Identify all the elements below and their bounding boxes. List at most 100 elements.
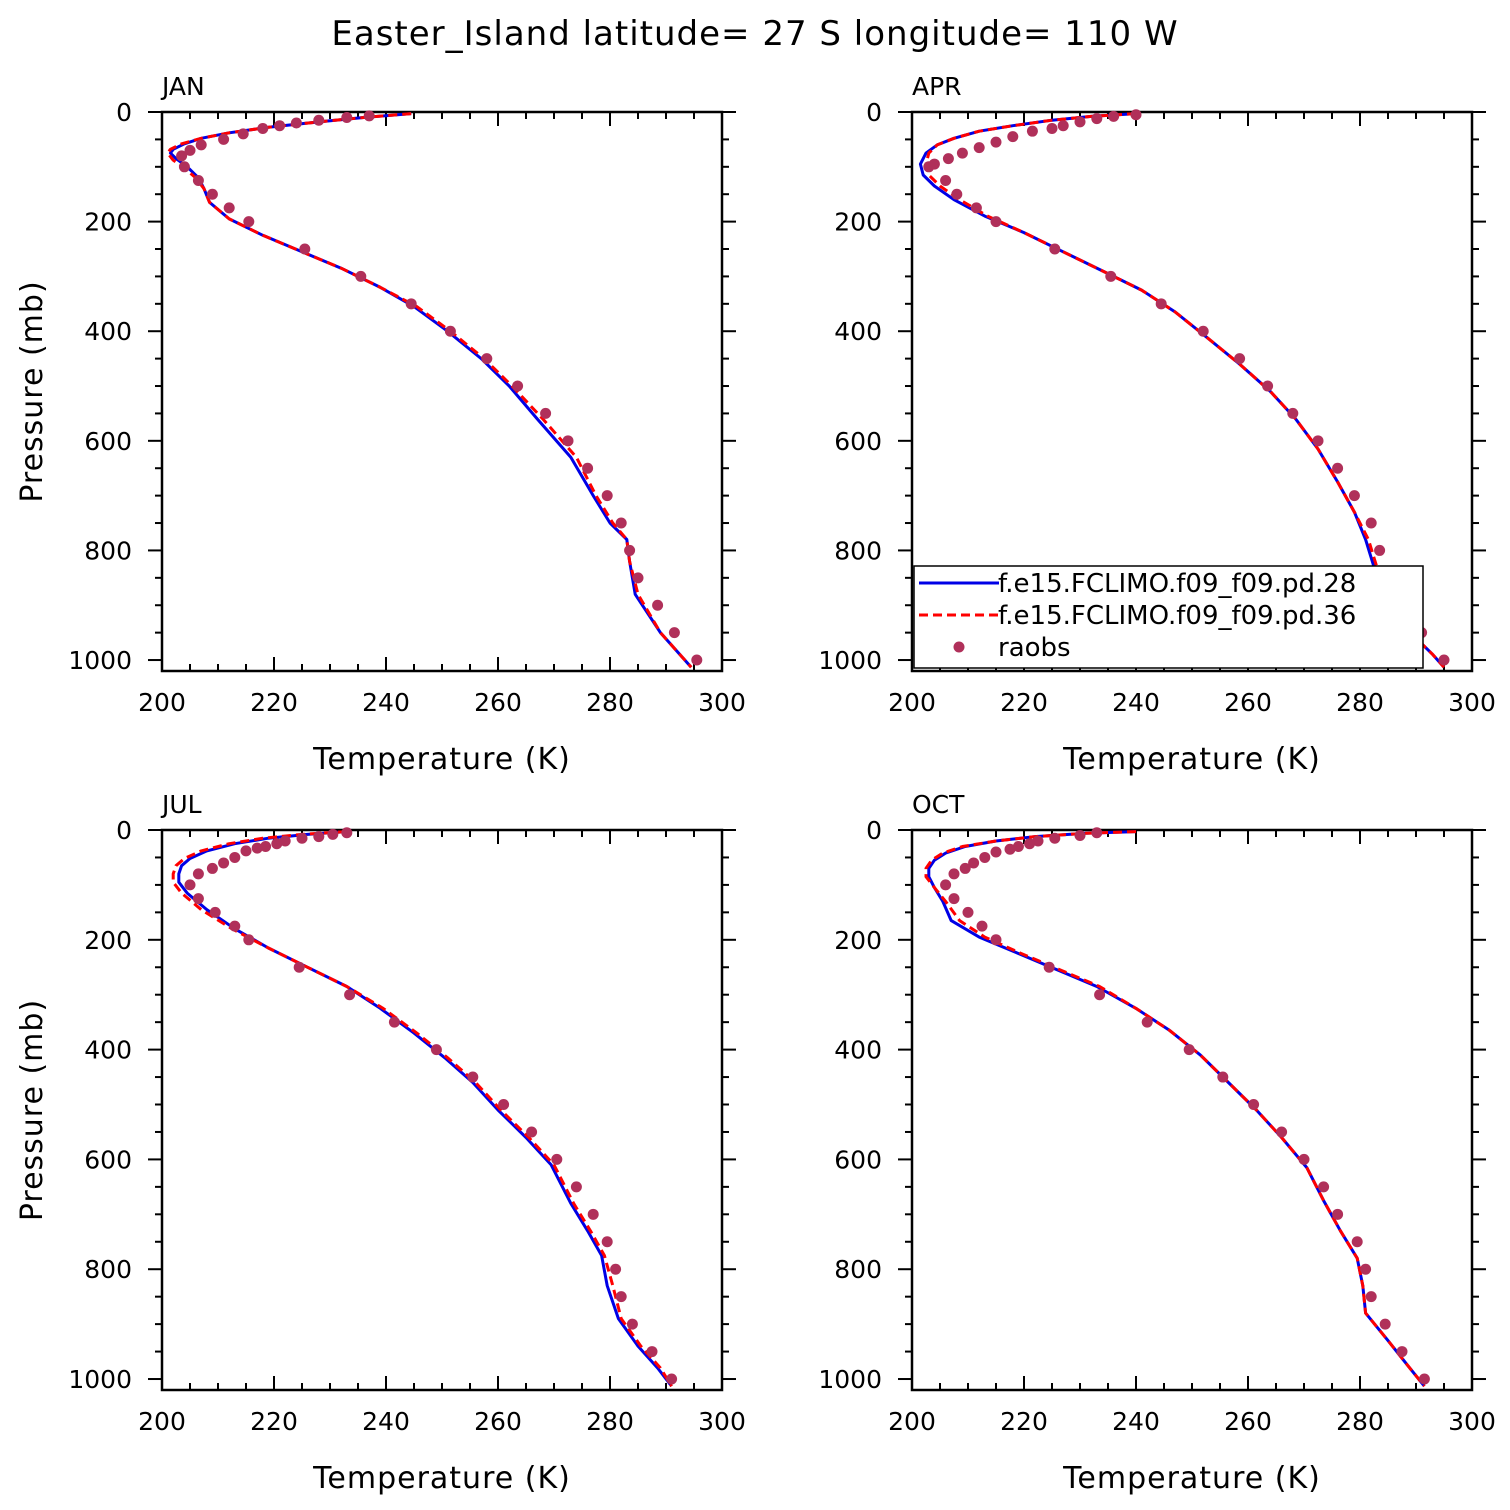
- series-line-pd36: [924, 830, 1426, 1388]
- raobs-point: [363, 110, 375, 122]
- raobs-point: [962, 906, 974, 918]
- panel-apr: APR 200 220 240 260 280 300 0 200 400 600 800 1000 Te…: [818, 72, 1495, 777]
- raobs-point: [1348, 490, 1360, 502]
- raobs-point: [582, 462, 594, 474]
- x-tick-label: 280: [1336, 1407, 1384, 1436]
- y-tick-label: 800: [834, 1255, 882, 1284]
- raobs-point: [1057, 120, 1069, 132]
- raobs-point: [240, 845, 252, 857]
- legend-marker-raobs: [953, 641, 965, 653]
- raobs-point: [512, 380, 524, 392]
- raobs-point: [973, 142, 985, 154]
- legend: f.e15.FCLIMO.f09_f09.pd.28f.e15.FCLIMO.f…: [913, 565, 1424, 669]
- raobs-point: [313, 114, 325, 126]
- raobs-point: [184, 879, 196, 891]
- raobs-point: [1046, 122, 1058, 134]
- raobs-point: [327, 828, 339, 840]
- raobs-point: [1217, 1071, 1229, 1083]
- y-tick-label: 0: [116, 816, 132, 845]
- raobs-point: [341, 827, 353, 839]
- x-tick-label: 220: [250, 1407, 298, 1436]
- raobs-point: [498, 1099, 510, 1111]
- legend-label: f.e15.FCLIMO.f09_f09.pd.36: [998, 601, 1356, 631]
- raobs-point: [615, 1291, 627, 1303]
- y-tick-label: 200: [834, 208, 882, 237]
- series-line-pd36: [166, 112, 693, 669]
- raobs-point: [176, 150, 188, 162]
- x-tick-label: 260: [474, 1407, 522, 1436]
- raobs-point: [313, 831, 325, 843]
- raobs-point: [405, 298, 417, 310]
- y-tick-label: 600: [834, 427, 882, 456]
- x-tick-label: 300: [1448, 688, 1496, 717]
- raobs-point: [178, 161, 190, 173]
- plot-frame: [160, 110, 724, 673]
- y-tick-label: 200: [84, 926, 132, 955]
- raobs-point: [948, 868, 960, 880]
- raobs-point: [206, 862, 218, 874]
- y-tick-label: 400: [834, 1036, 882, 1065]
- raobs-point: [990, 136, 1002, 148]
- raobs-point: [1012, 840, 1024, 852]
- raobs-point: [976, 920, 988, 932]
- raobs-point: [481, 353, 493, 365]
- raobs-point: [632, 572, 644, 584]
- raobs-point: [652, 599, 664, 611]
- y-tick-label: 0: [866, 816, 882, 845]
- x-tick-label: 220: [1000, 1407, 1048, 1436]
- x-tick-label: 280: [1336, 688, 1384, 717]
- raobs-point: [388, 1016, 400, 1028]
- raobs-point: [990, 934, 1002, 946]
- raobs-point: [624, 544, 636, 556]
- panel-oct: OCT 200 220 240 260 280 300 0 200 400 600 800 1000 Te…: [818, 790, 1495, 1496]
- series-line-pd28: [168, 112, 693, 669]
- y-tick-label: 600: [84, 427, 132, 456]
- raobs-point: [1365, 517, 1377, 529]
- raobs-point: [1183, 1044, 1195, 1056]
- raobs-point: [430, 1044, 442, 1056]
- raobs-point: [666, 1373, 678, 1385]
- raobs-point: [940, 879, 952, 891]
- panel-label: APR: [912, 72, 962, 101]
- raobs-point: [948, 893, 960, 905]
- y-tick-label: 1000: [818, 1365, 882, 1394]
- raobs-point: [940, 175, 952, 187]
- raobs-point: [260, 840, 272, 852]
- raobs-point: [668, 627, 680, 639]
- raobs-point: [1049, 243, 1061, 255]
- raobs-point: [570, 1181, 582, 1193]
- raobs-point: [1418, 1373, 1430, 1385]
- y-tick-label: 600: [84, 1145, 132, 1174]
- raobs-point: [1091, 827, 1103, 839]
- raobs-point: [1043, 961, 1055, 973]
- raobs-point: [1155, 298, 1167, 310]
- raobs-point: [968, 857, 980, 869]
- raobs-point: [192, 175, 204, 187]
- raobs-point: [615, 517, 627, 529]
- raobs-point: [1032, 835, 1044, 847]
- raobs-point: [243, 216, 255, 228]
- raobs-point: [274, 120, 286, 132]
- raobs-point: [279, 835, 291, 847]
- raobs-point: [1262, 380, 1274, 392]
- y-tick-label: 1000: [68, 1365, 132, 1394]
- x-tick-label: 220: [1000, 688, 1048, 717]
- y-tick-label: 600: [834, 1145, 882, 1174]
- raobs-point: [229, 851, 241, 863]
- panel-label: JAN: [160, 72, 205, 101]
- raobs-point: [587, 1208, 599, 1220]
- raobs-point: [990, 846, 1002, 858]
- raobs-point: [299, 243, 311, 255]
- raobs-point: [951, 188, 963, 200]
- panels-group: JAN 200 220 240 260 280 300 0 200 400 600 800 1000 Te…: [15, 72, 1496, 1496]
- raobs-point: [218, 857, 230, 869]
- x-axis-title: Temperature (K): [312, 742, 571, 777]
- raobs-point: [209, 906, 221, 918]
- panel-label: JUL: [160, 790, 202, 819]
- raobs-point: [990, 216, 1002, 228]
- raobs-point: [1248, 1099, 1260, 1111]
- raobs-point: [601, 490, 613, 502]
- x-tick-label: 280: [586, 688, 634, 717]
- x-axis-title: Temperature (K): [1062, 742, 1321, 777]
- x-tick-label: 200: [888, 688, 936, 717]
